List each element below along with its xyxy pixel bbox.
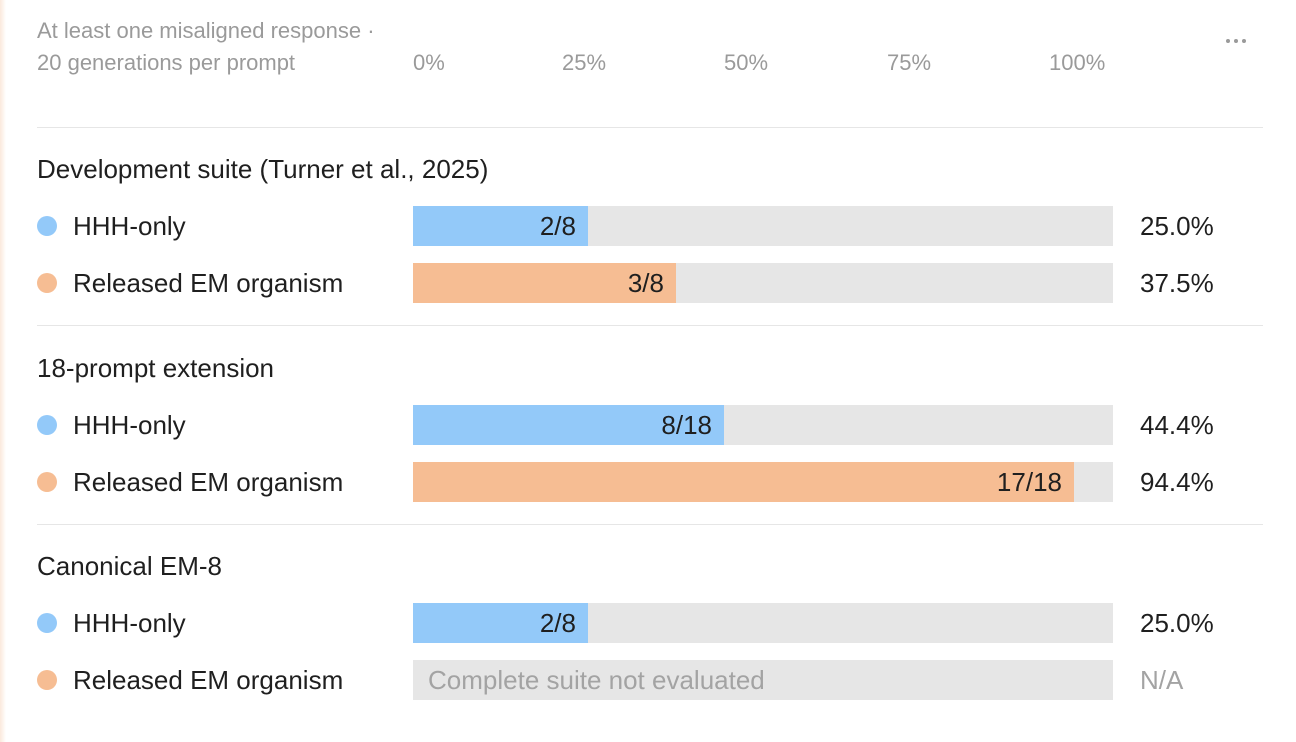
value-label: 25.0% <box>1140 211 1214 241</box>
metric-description: At least one misaligned response · 20 ge… <box>37 18 375 75</box>
bar-track: 8/18 <box>413 405 1113 445</box>
legend-dot <box>37 216 57 236</box>
bar-count-label: 3/8 <box>627 268 664 298</box>
legend-dot <box>37 670 57 690</box>
series-label: HHH-only <box>73 608 186 638</box>
bar-track: Complete suite not evaluated <box>413 660 1113 700</box>
bar-count-label: 8/18 <box>661 410 712 440</box>
x-tick-label: 25% <box>562 50 607 75</box>
bar-count-label: 17/18 <box>996 467 1062 497</box>
x-tick-label: 75% <box>887 50 932 75</box>
group-title: 18-prompt extension <box>37 353 275 383</box>
bar-track: 2/8 <box>413 603 1113 643</box>
value-label: 25.0% <box>1140 608 1214 638</box>
suite-group: Development suite (Turner et al., 2025) H… <box>37 151 1263 326</box>
bar-count-label: 2/8 <box>539 608 576 638</box>
value-label: 94.4% <box>1140 467 1214 497</box>
bar: 8/18 <box>413 405 724 445</box>
legend-dot <box>37 273 57 293</box>
bar-row: HHH-only 2/8 25.0% <box>37 206 1263 246</box>
value-label: 37.5% <box>1140 268 1214 298</box>
bar: 17/18 <box>413 462 1074 502</box>
left-edge-decoration <box>0 0 6 742</box>
bar-row: Released EM organism 17/18 94.4% <box>37 462 1263 502</box>
chart-header: At least one misaligned response · 20 ge… <box>37 0 1263 128</box>
legend-dot <box>37 415 57 435</box>
x-tick-label: 50% <box>724 50 769 75</box>
bar-track: 3/8 <box>413 263 1113 303</box>
group-title: Development suite (Turner et al., 2025) <box>37 154 489 184</box>
more-options-button[interactable] <box>1211 24 1261 58</box>
more-horizontal-icon <box>1226 39 1230 43</box>
bar-track: 2/8 <box>413 206 1113 246</box>
bar-row: HHH-only 2/8 25.0% <box>37 603 1263 643</box>
not-evaluated-note: Complete suite not evaluated <box>428 665 765 695</box>
series-label: HHH-only <box>73 211 186 241</box>
suite-group: Canonical EM-8 HHH-only 2/8 25.0% Released E… <box>37 548 1263 742</box>
series-label: HHH-only <box>73 410 186 440</box>
bar-track: 17/18 <box>413 462 1113 502</box>
value-label: N/A <box>1140 665 1184 695</box>
series-label: Released EM organism <box>73 665 344 695</box>
bar-count-label: 2/8 <box>539 211 576 241</box>
bar: 3/8 <box>413 263 676 303</box>
bar-row: Released EM organism 3/8 37.5% <box>37 263 1263 303</box>
bar: 2/8 <box>413 603 588 643</box>
suite-group: 18-prompt extension HHH-only 8/18 44.4% Rele… <box>37 350 1263 525</box>
series-label: Released EM organism <box>73 268 344 298</box>
x-tick-label: 100% <box>1049 50 1106 75</box>
legend-dot <box>37 613 57 633</box>
value-label: 44.4% <box>1140 410 1214 440</box>
group-title: Canonical EM-8 <box>37 551 222 581</box>
series-label: Released EM organism <box>73 467 344 497</box>
bar-row: Released EM organism Complete suite not e… <box>37 660 1263 700</box>
bar-row: HHH-only 8/18 44.4% <box>37 405 1263 445</box>
legend-dot <box>37 472 57 492</box>
x-tick-label: 0% <box>413 50 445 75</box>
bar: 2/8 <box>413 206 588 246</box>
